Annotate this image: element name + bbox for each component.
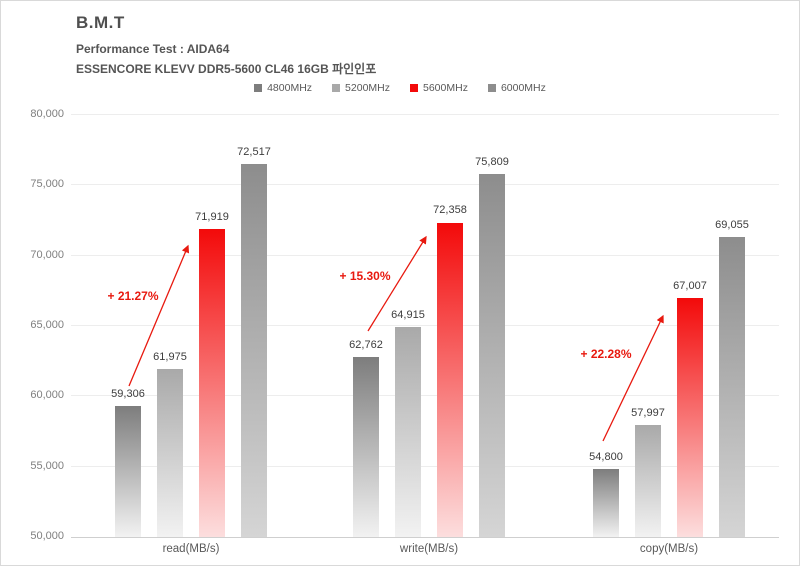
legend-label: 5200MHz bbox=[345, 82, 390, 94]
bar-6000mhz-copyMBs bbox=[719, 237, 745, 537]
bar-4800mhz-writeMBs bbox=[353, 357, 379, 537]
bar-value-label: 61,975 bbox=[153, 350, 187, 363]
legend-item-4800mhz: 4800MHz bbox=[254, 82, 312, 94]
x-axis-category-label: write(MB/s) bbox=[399, 543, 459, 555]
chart-subtitle-product: ESSENCORE KLEVV DDR5-5600 CL46 16GB 파인인포 bbox=[76, 62, 377, 76]
legend-item-5200mhz: 5200MHz bbox=[332, 82, 390, 94]
legend-marker-icon bbox=[410, 84, 418, 92]
gain-percentage-label: + 21.27% bbox=[107, 289, 159, 303]
bar-value-label: 64,915 bbox=[391, 309, 425, 322]
gridline bbox=[71, 254, 779, 256]
bar-6000mhz-readMBs bbox=[241, 164, 267, 537]
legend-marker-icon bbox=[487, 84, 496, 92]
y-axis-tick-label: 70,000 bbox=[30, 248, 64, 261]
legend-marker-icon bbox=[332, 84, 341, 92]
bar-value-label: 59,306 bbox=[111, 388, 145, 401]
bar-4800mhz-copyMBs bbox=[593, 469, 619, 537]
legend-label: 6000MHz bbox=[500, 82, 546, 94]
y-axis-tick-label: 60,000 bbox=[30, 389, 64, 402]
y-axis-tick-label: 55,000 bbox=[30, 459, 64, 472]
bar-value-label: 69,055 bbox=[715, 219, 749, 232]
gridline bbox=[71, 184, 779, 186]
bar-6000mhz-writeMBs bbox=[479, 173, 505, 537]
gridline bbox=[71, 465, 779, 467]
bar-value-label: 71,919 bbox=[195, 210, 229, 223]
y-axis-tick-label: 50,000 bbox=[30, 530, 64, 542]
gain-arrow bbox=[602, 314, 664, 442]
bar-value-label: 62,762 bbox=[349, 339, 383, 352]
chart-subtitle-test: Performance Test : AIDA64 bbox=[76, 42, 230, 56]
legend-item-6000mhz: 6000MHz bbox=[487, 82, 546, 94]
bar-4800mhz-readMBs bbox=[115, 406, 141, 537]
chart-legend: 4800MHz 5200MHz 5600MHz 6000MHz bbox=[1, 82, 799, 94]
plot-area: 50,000 55,000 60,000 65,000 70,000 75,000 80,0… bbox=[30, 108, 779, 555]
gridline bbox=[71, 325, 779, 326]
y-axis-tick-label: 65,000 bbox=[30, 319, 64, 331]
x-axis-line bbox=[71, 537, 779, 538]
bar-5200mhz-readMBs bbox=[157, 368, 183, 537]
gridline bbox=[71, 395, 779, 397]
gridline bbox=[71, 114, 779, 115]
bar-5200mhz-writeMBs bbox=[395, 327, 421, 537]
bar-5600mhz-writeMBs bbox=[437, 222, 463, 537]
x-axis-category-label: copy(MB/s) bbox=[639, 543, 699, 555]
legend-item-5600mhz: 5600MHz bbox=[410, 82, 468, 94]
bar-5600mhz-readMBs bbox=[199, 228, 225, 537]
bar-value-label: 72,517 bbox=[237, 146, 271, 159]
bar-value-label: 67,007 bbox=[673, 279, 707, 292]
gain-percentage-label: + 15.30% bbox=[339, 269, 391, 283]
bar-5200mhz-copyMBs bbox=[635, 424, 661, 537]
gain-arrow bbox=[367, 235, 427, 332]
y-axis-tick-label: 75,000 bbox=[30, 178, 64, 191]
gain-arrow bbox=[128, 244, 190, 387]
legend-marker-icon bbox=[254, 84, 263, 92]
bar-value-label: 72,358 bbox=[433, 204, 467, 217]
chart-title: B.M.T bbox=[76, 13, 125, 32]
x-axis-category-label: read(MB/s) bbox=[162, 543, 220, 555]
annotation-arrows-layer bbox=[128, 235, 664, 442]
legend-label: 5600MHz bbox=[423, 82, 468, 94]
gain-percentage-label: + 22.28% bbox=[580, 347, 632, 361]
bar-value-label: 54,800 bbox=[589, 451, 623, 464]
y-axis-tick-label: 80,000 bbox=[30, 108, 64, 120]
bar-5600mhz-copyMBs bbox=[677, 297, 703, 537]
legend-label: 4800MHz bbox=[267, 82, 313, 94]
bar-value-label: 57,997 bbox=[631, 406, 665, 419]
bar-value-label: 75,809 bbox=[475, 155, 509, 168]
